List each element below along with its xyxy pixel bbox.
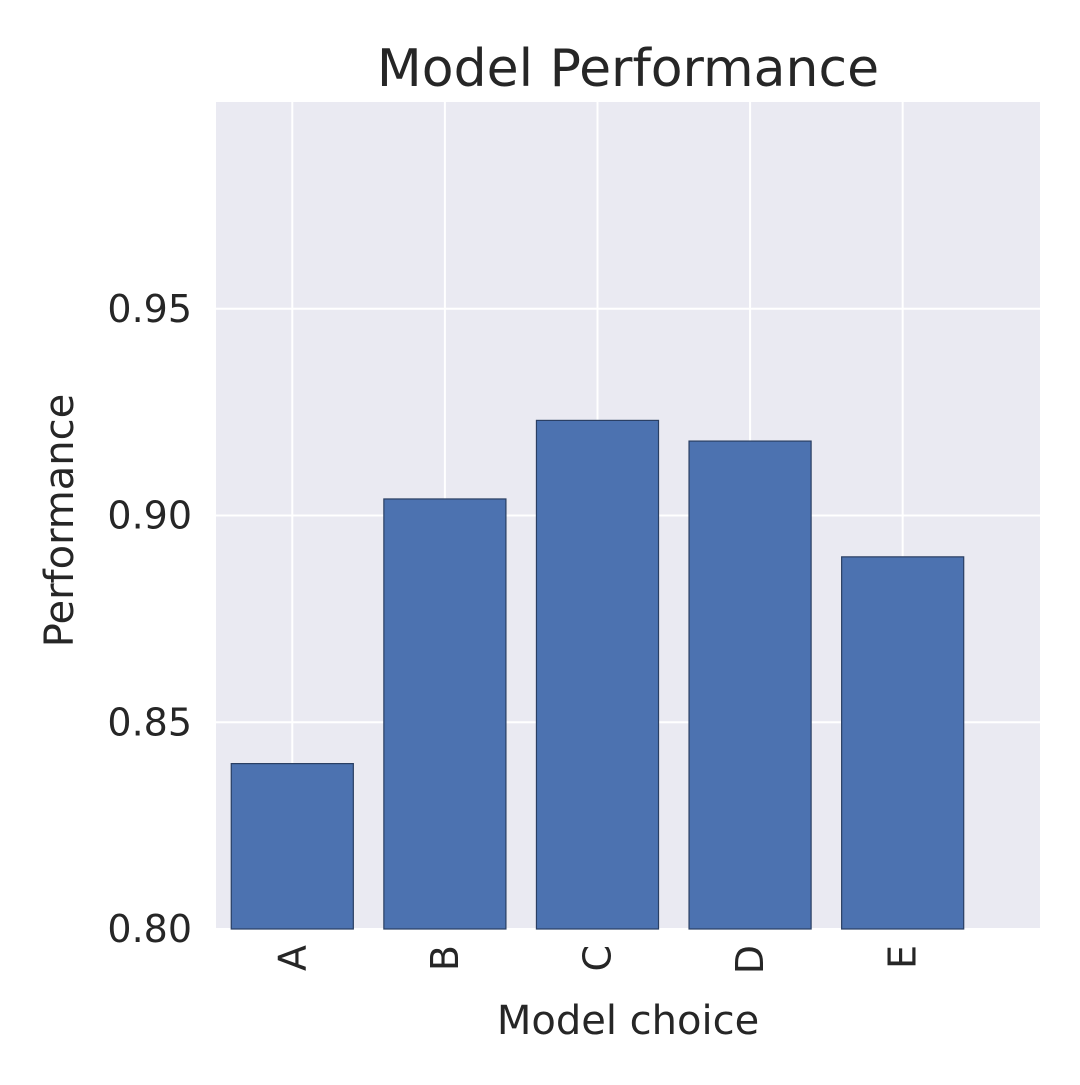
y-tick-label: 0.95 xyxy=(107,287,192,331)
x-axis-label: Model choice xyxy=(497,998,759,1044)
y-axis-ticks: 0.80 0.85 0.90 0.95 xyxy=(107,287,192,951)
x-tick-label-c: C xyxy=(575,945,619,972)
y-axis-label: Performance xyxy=(37,394,83,647)
y-tick-label: 0.90 xyxy=(107,494,192,538)
bar-a xyxy=(230,762,354,930)
x-axis-ticks: A B C D E xyxy=(270,945,924,974)
bar-d xyxy=(688,440,812,930)
x-tick-label-b: B xyxy=(423,945,467,971)
y-tick-label: 0.85 xyxy=(107,700,192,744)
chart-title: Model Performance xyxy=(377,39,879,99)
x-tick-label-e: E xyxy=(881,945,925,969)
bar-layer xyxy=(230,419,965,930)
bar-b xyxy=(383,498,507,930)
x-tick-label-a: A xyxy=(270,945,314,971)
bar-c xyxy=(535,419,660,930)
x-tick-label-d: D xyxy=(728,945,772,974)
bar-e xyxy=(841,556,965,930)
y-tick-label: 0.80 xyxy=(107,907,192,951)
